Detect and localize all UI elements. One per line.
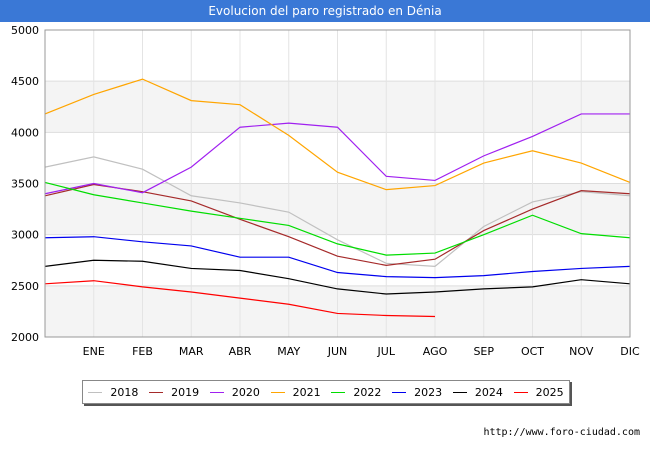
legend-label: 2025 — [535, 385, 564, 399]
x-tick-label: DIC — [620, 345, 640, 358]
legend-swatch — [513, 391, 528, 393]
x-axis-ticks: ENE FEB MAR ABR MAY JUN JUL AGO SEP OCT NOV DIC — [83, 345, 640, 358]
series-line-2024 — [44, 259, 631, 295]
y-tick-label: 3000 — [11, 229, 39, 242]
legend-label: 2020 — [231, 385, 260, 399]
x-tick-label: SEP — [473, 345, 494, 358]
x-tick-label: JUL — [377, 345, 396, 358]
legend-swatch — [88, 391, 103, 393]
series-line-2020 — [44, 113, 630, 195]
x-tick-label: AGO — [423, 345, 448, 358]
x-tick-label: OCT — [521, 345, 544, 358]
y-tick-label: 2500 — [11, 280, 39, 293]
legend-label: 2021 — [292, 385, 321, 399]
legend-swatch — [452, 391, 467, 393]
source-link[interactable]: http://www.foro-ciudad.com — [483, 427, 640, 438]
x-tick-label: FEB — [132, 345, 153, 358]
legend-label: 2018 — [110, 385, 139, 399]
series-lines — [44, 78, 631, 318]
legend-item-2021: 2021 — [270, 385, 321, 399]
chart-title: Evolucion del paro registrado en Dénia — [0, 0, 650, 22]
series-line-2022 — [44, 181, 631, 256]
y-tick-label: 2000 — [11, 331, 39, 344]
legend-swatch — [270, 391, 285, 393]
x-tick-label: JUN — [327, 345, 348, 358]
legend-label: 2024 — [474, 385, 503, 399]
y-tick-label: 4500 — [11, 75, 39, 88]
series-line-2021 — [44, 78, 631, 191]
legend-item-2023: 2023 — [392, 386, 442, 399]
y-axis-ticks: 2000 2500 3000 3500 4000 4500 5000 — [11, 24, 39, 344]
y-tick-label: 3500 — [11, 178, 39, 191]
legend-item-2022: 2022 — [331, 386, 381, 399]
plot-border — [44, 29, 631, 338]
legend-swatch — [209, 391, 224, 393]
legend-item-2019: 2019 — [149, 386, 199, 399]
y-tick-label: 4000 — [11, 126, 39, 139]
legend-swatch — [392, 391, 407, 393]
legend: 2018 2019 2020 2021 2022 2023 2024 2025 — [82, 380, 570, 404]
series-line-2019 — [44, 183, 631, 266]
legend-swatch — [331, 391, 346, 393]
series-line-2025 — [44, 280, 436, 318]
x-tick-label: MAR — [179, 345, 204, 358]
legend-swatch — [149, 391, 164, 393]
legend-label: 2023 — [414, 385, 443, 399]
x-tick-label: ABR — [229, 345, 252, 358]
legend-item-2025: 2025 — [513, 385, 564, 399]
x-tick-label: NOV — [569, 345, 594, 358]
series-line-2023 — [44, 236, 631, 279]
x-tick-label: MAY — [277, 345, 300, 358]
y-tick-label: 5000 — [11, 24, 39, 37]
x-tick-label: ENE — [83, 345, 105, 358]
legend-item-2020: 2020 — [209, 385, 260, 399]
legend-label: 2019 — [171, 385, 200, 399]
legend-label: 2022 — [353, 385, 382, 399]
legend-item-2018: 2018 — [88, 386, 138, 399]
legend-item-2024: 2024 — [452, 385, 503, 399]
series-line-2018 — [44, 156, 631, 268]
